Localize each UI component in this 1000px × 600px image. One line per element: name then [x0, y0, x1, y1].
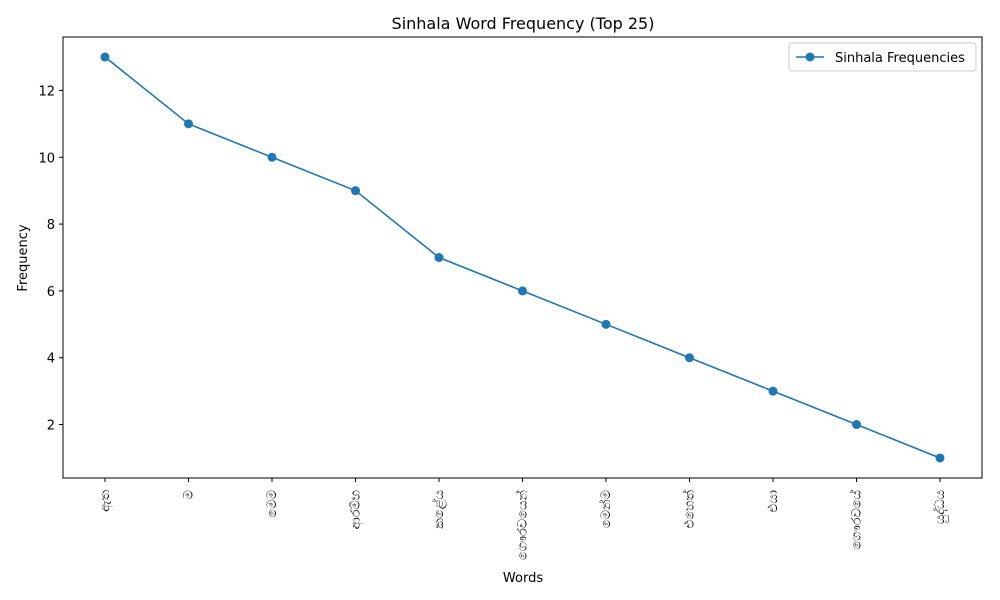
data-point	[601, 319, 611, 329]
x-tick-label: මෙන්ම	[598, 490, 614, 528]
data-point	[267, 152, 277, 162]
x-axis: ඇත ම මෙම ආරම්භ කළේය ගෞරවයෙන් මෙන්ම එහෙත් එයා ගෞරව…	[98, 478, 948, 560]
data-point	[768, 386, 778, 396]
y-tick-label: 4	[47, 352, 55, 367]
x-tick-label: එහෙත්	[681, 490, 697, 529]
data-point	[518, 286, 527, 296]
legend-label: Sinhala Frequencies	[835, 51, 965, 66]
data-point	[852, 420, 861, 430]
data-point	[184, 119, 193, 129]
x-tick-label: ම	[182, 490, 197, 499]
series-points	[100, 52, 945, 463]
y-tick-label: 10	[38, 151, 55, 166]
y-tick-label: 6	[47, 285, 55, 300]
y-axis: 2 4 6 8 10 12	[38, 84, 63, 434]
data-point	[935, 453, 945, 463]
data-point	[100, 52, 110, 62]
legend-marker-icon	[805, 52, 815, 62]
x-tick-label: යුද්ධය	[932, 490, 948, 524]
chart-title: Sinhala Word Frequency (Top 25)	[392, 14, 655, 33]
x-tick-label: ගෞරවයේ	[848, 490, 864, 550]
x-tick-label: ඇත	[98, 490, 113, 512]
x-tick-label: එයා	[766, 490, 781, 512]
legend: Sinhala Frequencies	[788, 42, 977, 72]
x-tick-label: ආරම්භ	[349, 490, 364, 529]
data-point	[351, 186, 360, 196]
legend-box	[788, 42, 977, 72]
x-axis-label: Words	[503, 571, 543, 586]
x-tick-label: කළේය	[431, 490, 447, 529]
data-point	[685, 353, 694, 363]
y-axis-label: Frequency	[16, 224, 31, 291]
x-tick-label: මෙම	[265, 490, 280, 518]
y-tick-label: 12	[38, 84, 55, 99]
y-tick-label: 8	[47, 218, 55, 233]
y-tick-label: 2	[47, 419, 55, 434]
data-point	[434, 253, 444, 262]
x-tick-label: ගෞරවයෙන්	[514, 490, 530, 561]
